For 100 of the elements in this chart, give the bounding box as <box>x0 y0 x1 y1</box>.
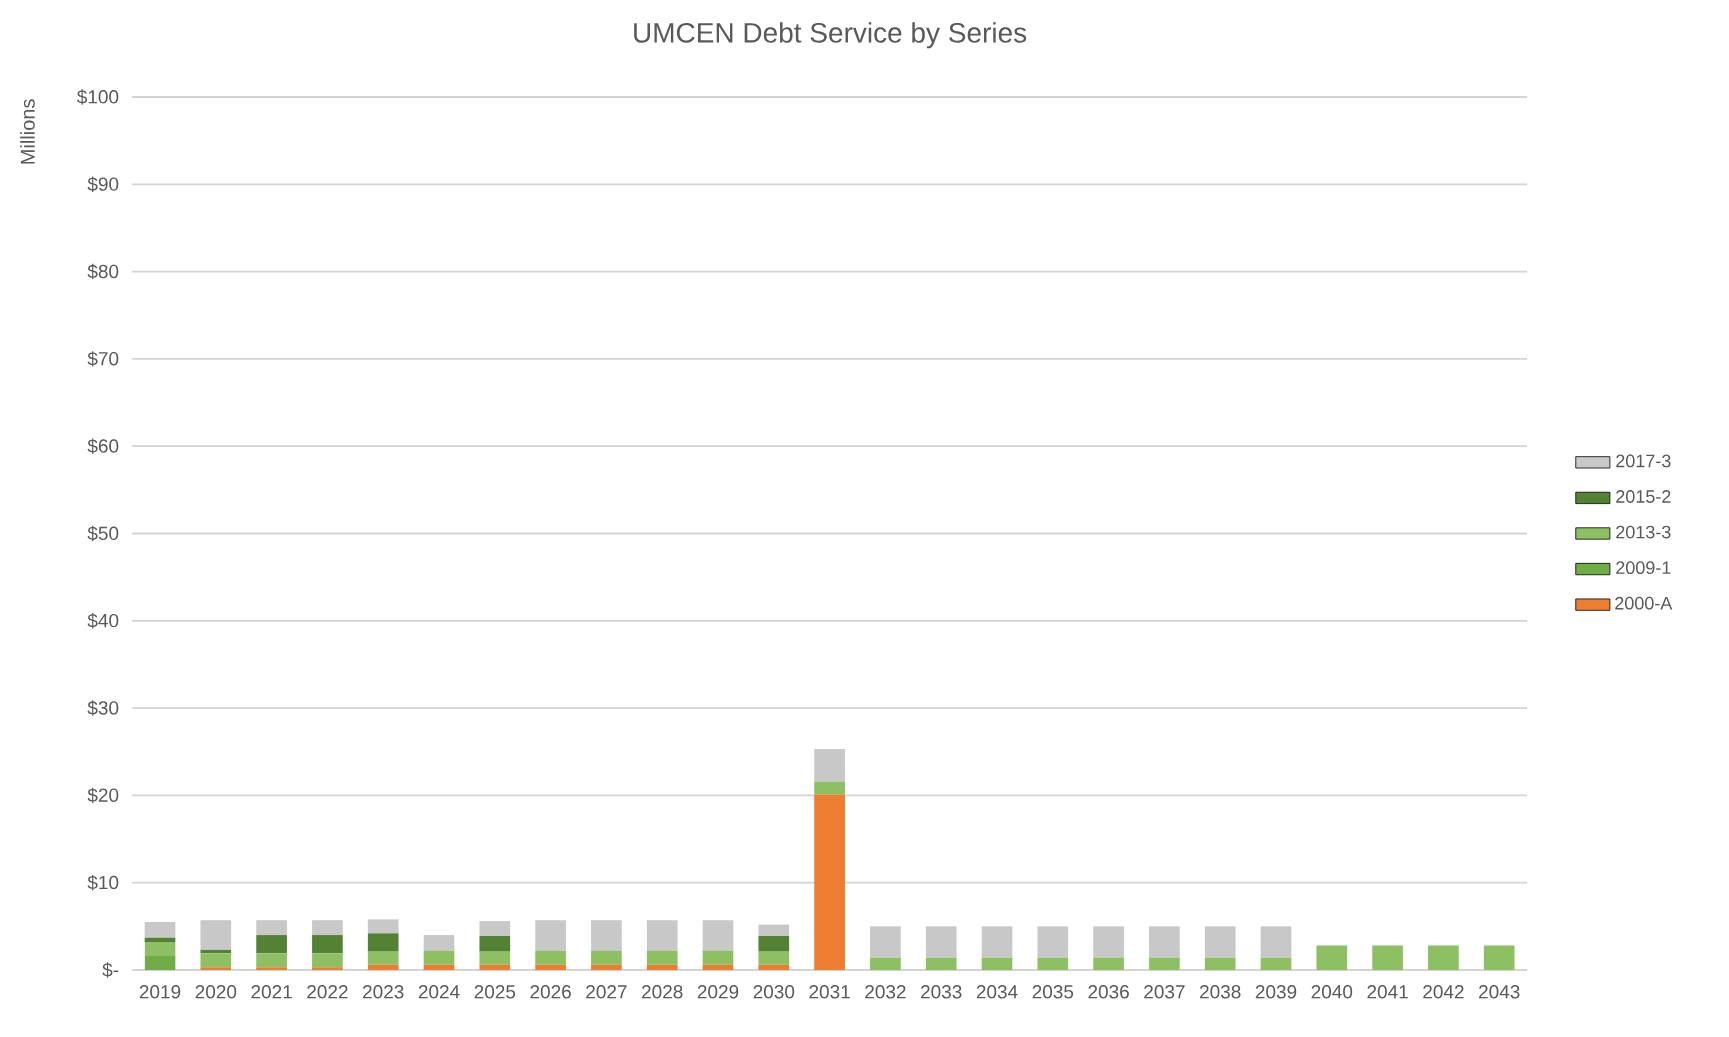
x-tick-label: 2037 <box>1144 985 1185 999</box>
y-axis-title: Millions <box>20 99 35 164</box>
bar <box>591 950 622 965</box>
y-tick-label: $- <box>102 962 119 978</box>
bar <box>367 919 399 934</box>
bar <box>256 953 287 968</box>
x-tick-label: 2021 <box>251 985 292 999</box>
x-tick-label: 2033 <box>921 985 962 999</box>
bar <box>981 957 1013 970</box>
legend-label: 2013-3 <box>1616 525 1671 539</box>
x-tick-label: 2027 <box>586 985 627 999</box>
bar <box>423 935 455 951</box>
y-tick-label: $30 <box>87 700 119 716</box>
x-tick-label: 2030 <box>753 985 795 999</box>
bar <box>1149 926 1180 958</box>
y-tick-label: $40 <box>87 613 119 629</box>
bar <box>1204 957 1236 970</box>
bar <box>479 935 511 952</box>
y-tick-label: $70 <box>87 351 119 367</box>
x-tick-label: 2032 <box>865 985 906 999</box>
bar <box>256 920 287 936</box>
y-tick-label: $100 <box>76 89 119 105</box>
bar <box>200 920 232 950</box>
bar <box>758 951 790 965</box>
bar <box>479 921 511 936</box>
bar <box>535 964 566 970</box>
bar <box>256 935 287 954</box>
x-tick-label: 2028 <box>642 985 683 999</box>
chart-title: UMCEN Debt Service by Series <box>634 22 1027 49</box>
bar <box>312 935 343 954</box>
bar <box>1372 945 1403 970</box>
bar <box>646 964 678 970</box>
bar <box>1316 945 1348 970</box>
x-tick-label: 2041 <box>1367 985 1408 999</box>
bar <box>758 964 790 970</box>
bar <box>312 967 343 970</box>
bar <box>870 957 901 970</box>
bar <box>200 953 232 968</box>
x-tick-label: 2035 <box>1032 985 1074 999</box>
legend-label: 2017-3 <box>1616 454 1671 468</box>
x-tick-label: 2023 <box>363 985 404 999</box>
bar <box>758 924 790 936</box>
x-tick-label: 2024 <box>418 985 460 999</box>
bar <box>1260 926 1292 958</box>
y-tick-label: $20 <box>87 787 119 804</box>
bar <box>535 950 566 965</box>
bar <box>144 937 176 943</box>
bar <box>925 957 957 970</box>
bar <box>367 964 399 970</box>
x-tick-label: 2039 <box>1255 985 1297 999</box>
y-tick-label: $60 <box>87 438 119 454</box>
bar <box>1037 957 1069 970</box>
bar <box>312 920 343 936</box>
x-tick-label: 2036 <box>1088 985 1129 999</box>
bar <box>814 781 845 795</box>
bar <box>646 950 678 965</box>
bar <box>256 967 287 970</box>
bar <box>591 964 622 970</box>
x-tick-label: 2020 <box>195 985 237 999</box>
bar <box>591 920 622 951</box>
bar <box>702 950 734 965</box>
bar <box>144 942 176 956</box>
bar <box>200 967 232 970</box>
bar <box>925 926 957 958</box>
bar <box>1260 957 1292 970</box>
bar <box>814 749 845 782</box>
bar <box>1149 957 1180 970</box>
x-tick-label: 2019 <box>139 985 181 999</box>
bar <box>646 920 678 951</box>
bar <box>1204 926 1236 958</box>
x-tick-label: 2031 <box>809 985 850 999</box>
y-tick-label: $50 <box>87 525 119 542</box>
legend-label: 2009-1 <box>1616 561 1671 575</box>
legend-label: 2000-A <box>1615 596 1673 610</box>
bar <box>1037 926 1069 958</box>
bar <box>144 955 176 970</box>
bar <box>1093 926 1124 958</box>
bar <box>423 964 455 970</box>
bar <box>758 935 790 952</box>
x-tick-label: 2043 <box>1479 985 1520 999</box>
y-tick-label: $90 <box>87 176 119 192</box>
bar <box>312 953 343 968</box>
bar <box>479 951 511 965</box>
x-tick-label: 2025 <box>474 985 516 999</box>
bar <box>535 920 566 951</box>
bar <box>702 920 734 951</box>
bar <box>367 933 399 952</box>
x-tick-label: 2029 <box>697 985 739 999</box>
x-tick-label: 2042 <box>1423 985 1464 999</box>
x-tick-label: 2026 <box>530 985 571 999</box>
x-tick-label: 2040 <box>1311 985 1353 999</box>
bar <box>423 950 455 965</box>
bar <box>144 921 176 938</box>
bar <box>981 926 1013 958</box>
bar <box>1093 957 1124 970</box>
bar <box>1428 945 1459 970</box>
bar <box>870 926 901 958</box>
bar <box>1483 945 1515 970</box>
bar <box>702 964 734 970</box>
bar <box>479 964 511 970</box>
